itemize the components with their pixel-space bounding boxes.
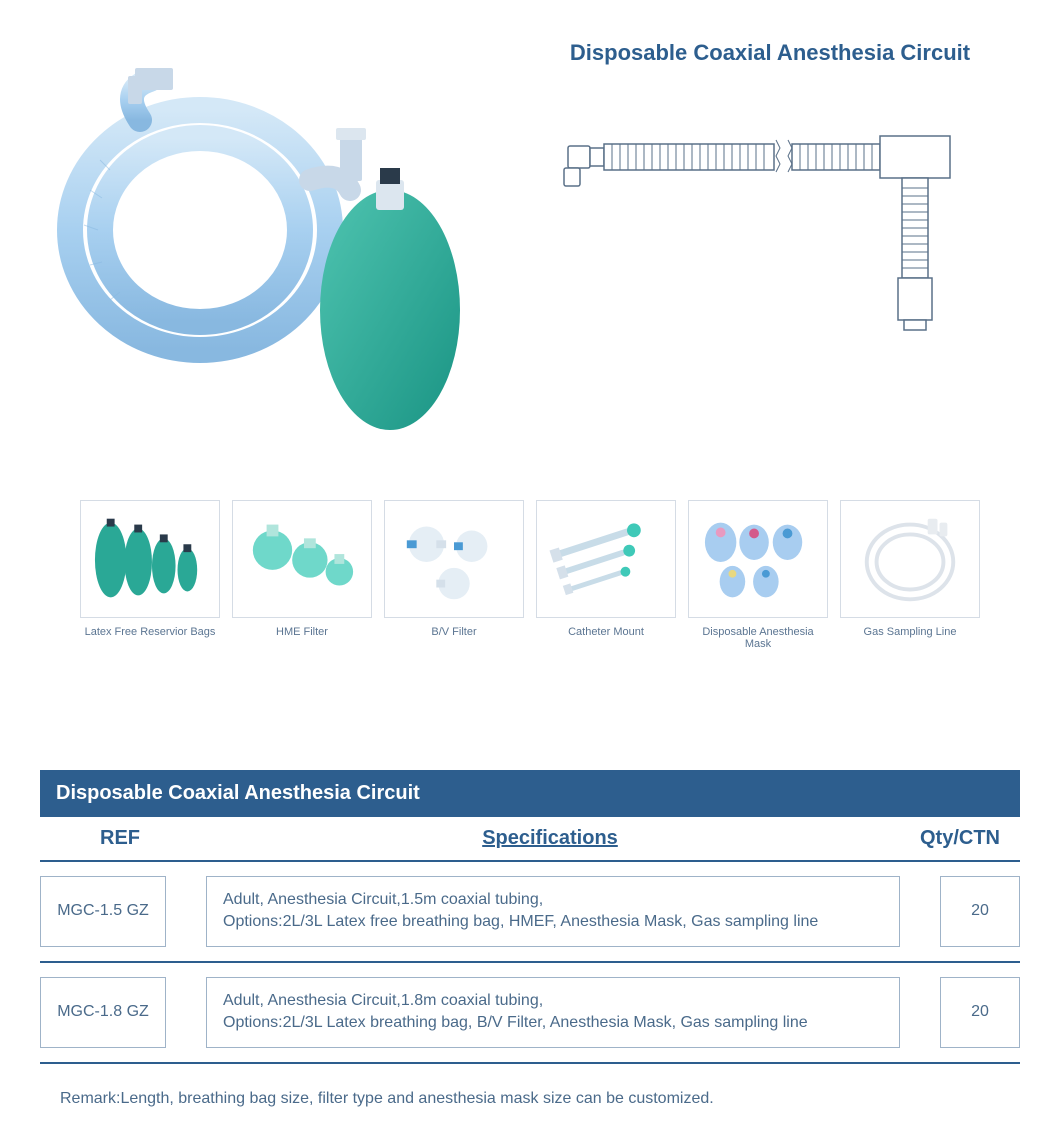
spec-headers: REF Specifications Qty/CTN (40, 817, 1020, 862)
thumb-image (536, 500, 676, 618)
cell-spec: Adult, Anesthesia Circuit,1.5m coaxial t… (206, 876, 900, 947)
thumb-image (384, 500, 524, 618)
thumb-label: Latex Free Reservior Bags (85, 626, 216, 638)
thumb-label: Gas Sampling Line (864, 626, 957, 638)
thumb-hme: HME Filter (232, 500, 372, 650)
remark-text: Remark:Length, breathing bag size, filte… (40, 1090, 1020, 1108)
header-ref: REF (40, 827, 200, 850)
cell-qty: 20 (940, 977, 1020, 1048)
thumb-image (688, 500, 828, 618)
thumb-label: Catheter Mount (568, 626, 644, 638)
cell-ref: MGC-1.5 GZ (40, 876, 166, 947)
thumb-label: HME Filter (276, 626, 328, 638)
thumb-gas: Gas Sampling Line (840, 500, 980, 650)
cell-spec: Adult, Anesthesia Circuit,1.8m coaxial t… (206, 977, 900, 1048)
thumb-catheter: Catheter Mount (536, 500, 676, 650)
top-section: Disposable Coaxial Anesthesia Circuit (40, 40, 1020, 440)
product-title: Disposable Coaxial Anesthesia Circuit (570, 40, 970, 66)
thumb-image (840, 500, 980, 618)
spec-line: Adult, Anesthesia Circuit,1.8m coaxial t… (223, 990, 543, 1012)
thumb-image (80, 500, 220, 618)
spec-line: Adult, Anesthesia Circuit,1.5m coaxial t… (223, 889, 543, 911)
hero-product-image (40, 40, 480, 440)
thumbnail-row: Latex Free Reservior Bags HME Filter (40, 500, 1020, 650)
thumb-label: Disposable Anesthesia Mask (688, 626, 828, 650)
thumb-bv: B/V Filter (384, 500, 524, 650)
thumb-label: B/V Filter (431, 626, 476, 638)
thumb-bags: Latex Free Reservior Bags (80, 500, 220, 650)
spec-title: Disposable Coaxial Anesthesia Circuit (40, 770, 1020, 817)
cell-ref: MGC-1.8 GZ (40, 977, 166, 1048)
spec-line: Options:2L/3L Latex free breathing bag, … (223, 911, 818, 933)
spec-line: Options:2L/3L Latex breathing bag, B/V F… (223, 1012, 808, 1034)
header-spec: Specifications (200, 827, 900, 850)
table-row: MGC-1.5 GZ Adult, Anesthesia Circuit,1.5… (40, 862, 1020, 963)
header-qty: Qty/CTN (900, 827, 1020, 850)
thumb-mask: Disposable Anesthesia Mask (688, 500, 828, 650)
line-diagram (560, 116, 980, 346)
diagram-side: Disposable Coaxial Anesthesia Circuit (520, 40, 1020, 440)
table-row: MGC-1.8 GZ Adult, Anesthesia Circuit,1.8… (40, 963, 1020, 1064)
thumb-image (232, 500, 372, 618)
spec-section: Disposable Coaxial Anesthesia Circuit RE… (40, 770, 1020, 1108)
cell-qty: 20 (940, 876, 1020, 947)
